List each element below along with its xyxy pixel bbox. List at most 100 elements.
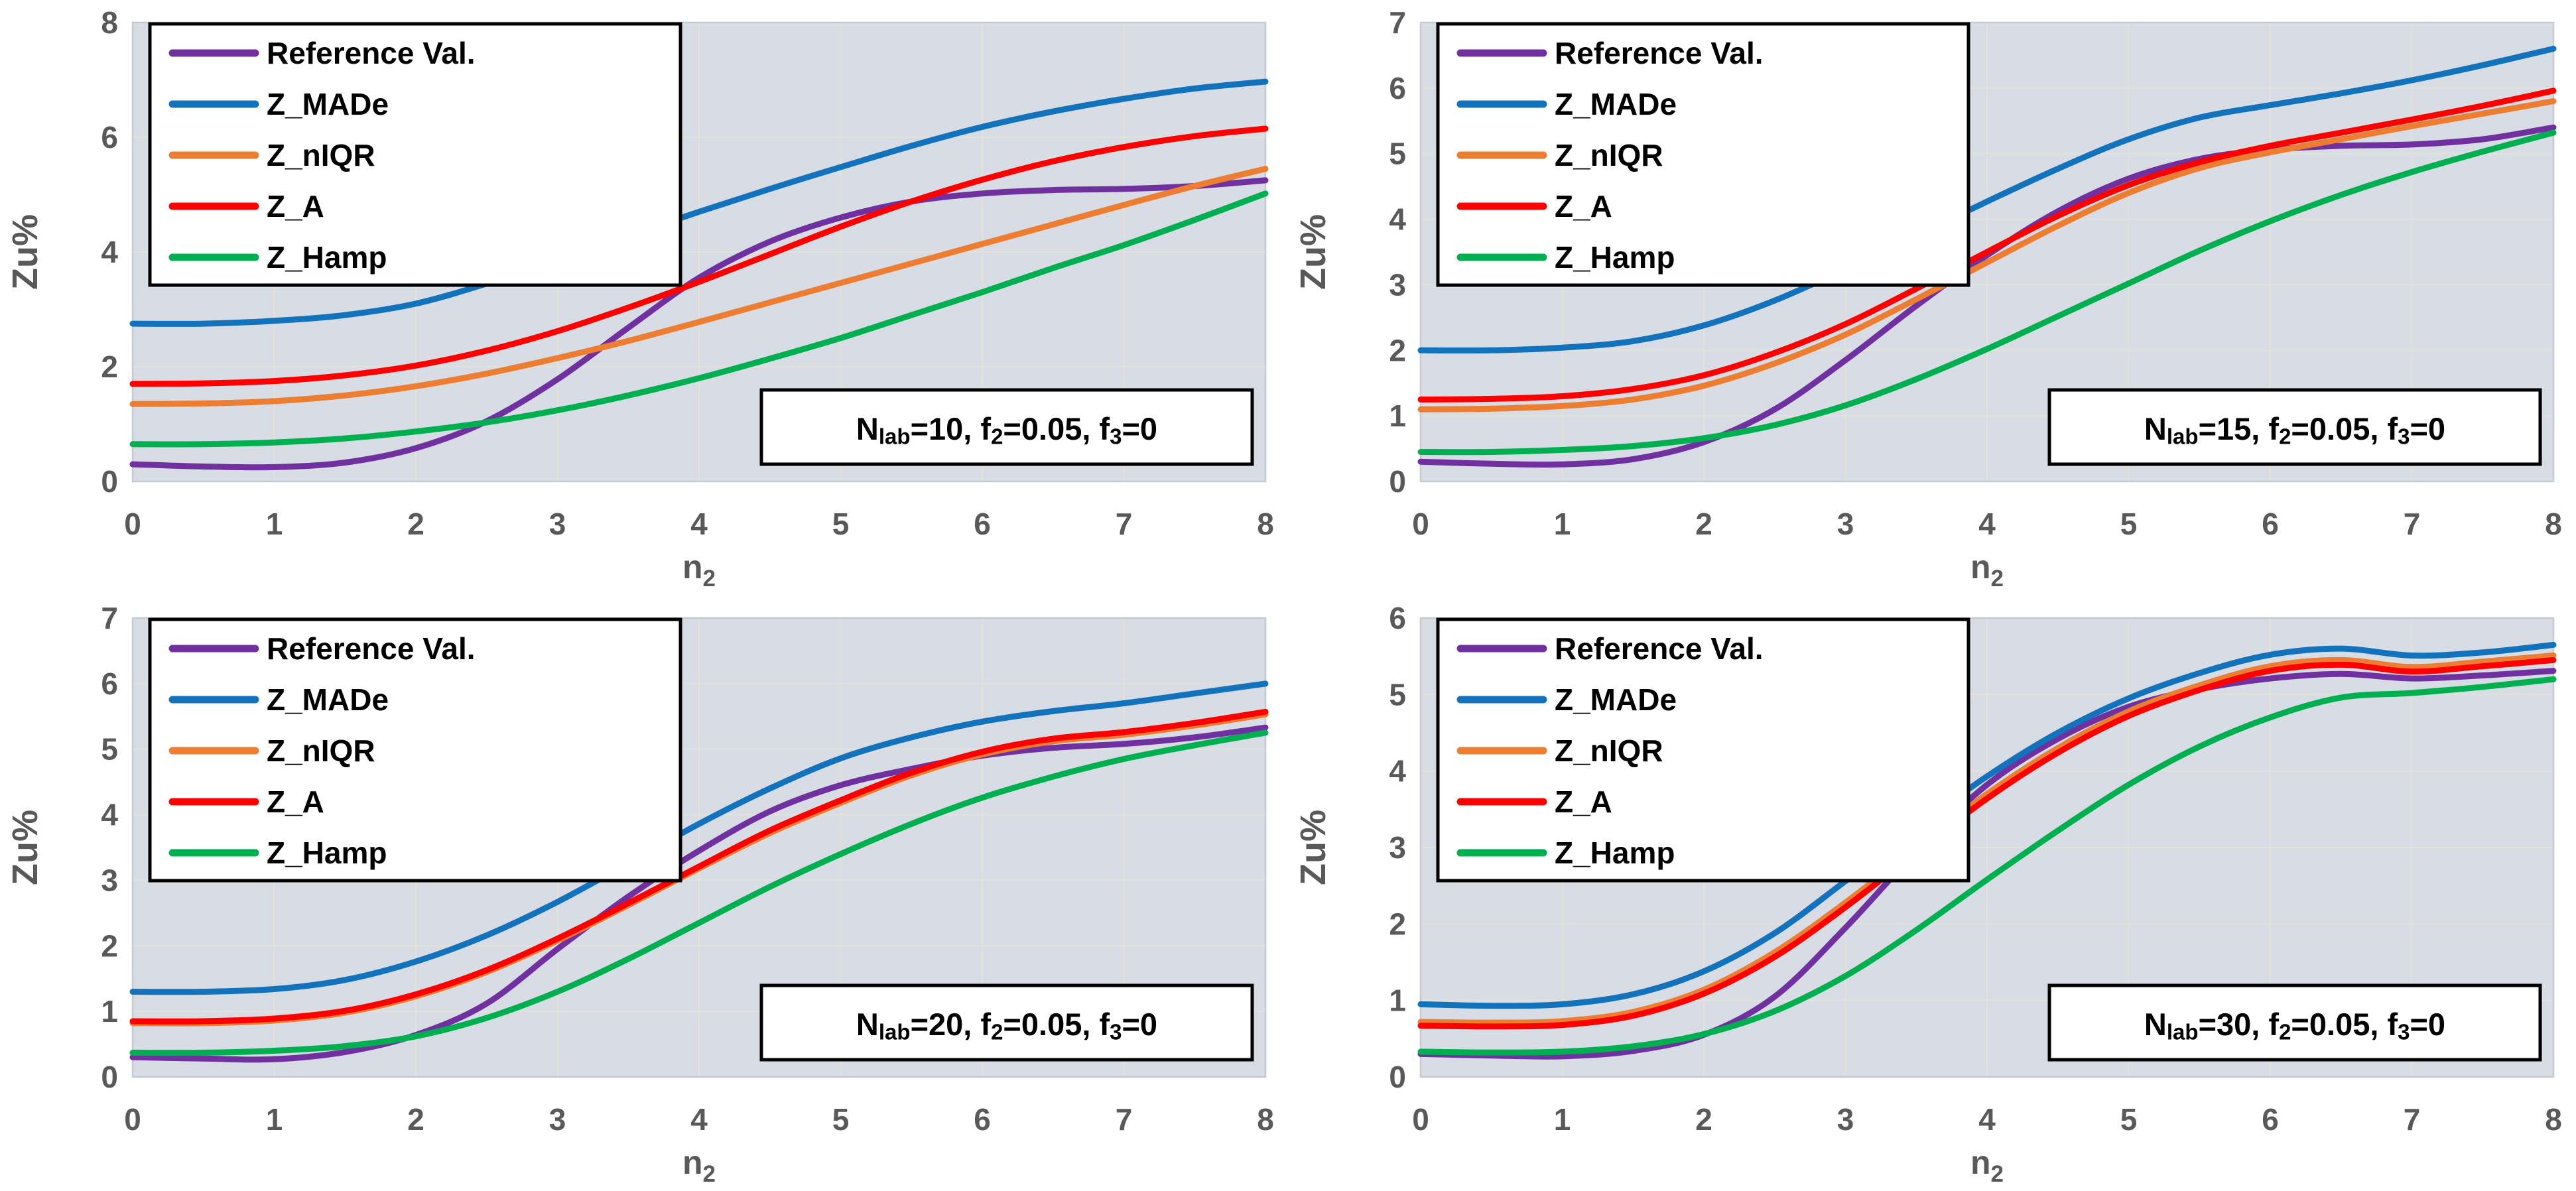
y-tick-label: 4 — [101, 235, 118, 269]
curve-z-made — [1417, 641, 2557, 1009]
plot-border — [1419, 21, 2555, 483]
legend: Reference Val. Z_MADe Z_nIQR Z_A Z_Hamp — [1436, 22, 1970, 287]
x-tick-label: 6 — [974, 1102, 991, 1137]
legend-label: Z_nIQR — [1555, 138, 1663, 172]
x-tick-label: 7 — [2404, 507, 2421, 541]
curve-z-niqr — [1417, 98, 2557, 412]
plot-border — [1419, 617, 2555, 1078]
x-tick-label: 5 — [2120, 1102, 2138, 1137]
y-tick-label: 2 — [101, 349, 118, 384]
y-tick-label: 0 — [1389, 464, 1406, 499]
line-chart-nlab-10: 0 2 4 6 8 0 1 2 3 4 5 6 7 8 n2 Zu% Reference Val. Z_MADe Z… — [5, 5, 1274, 592]
curve-z-hamp — [129, 190, 1269, 448]
x-axis-tick-labels: 0 1 2 3 4 5 6 7 8 — [1412, 1102, 2562, 1137]
curve-z-niqr — [1417, 653, 2557, 1026]
x-tick-label: 5 — [832, 507, 850, 541]
x-tick-label: 8 — [1257, 1102, 1274, 1137]
curve-z-niqr — [129, 166, 1269, 407]
y-tick-label: 1 — [1389, 399, 1406, 433]
y-tick-label: 2 — [1389, 333, 1406, 367]
legend-label: Z_A — [1555, 784, 1612, 819]
annotation-box — [759, 983, 1254, 1062]
y-axis-title: Zu% — [1293, 810, 1333, 885]
annotation-text: Nlab=30, f2=0.05, f3=0 — [2144, 1007, 2445, 1044]
x-axis-tick-labels: 0 1 2 3 4 5 6 7 8 — [124, 1102, 1274, 1137]
x-tick-label: 0 — [1412, 507, 1429, 541]
y-tick-label: 2 — [1389, 907, 1406, 941]
x-axis-tick-labels: 0 1 2 3 4 5 6 7 8 — [1412, 507, 2562, 541]
x-tick-label: 3 — [549, 507, 566, 541]
y-axis-tick-labels: 0 1 2 3 4 5 6 7 — [101, 601, 118, 1094]
x-tick-label: 4 — [690, 507, 708, 541]
x-axis-title: n2 — [1970, 548, 2004, 592]
plot-border — [131, 21, 1267, 483]
line-chart-nlab-20: 0 1 2 3 4 5 6 7 0 1 2 3 4 5 6 7 8 n2 Zu% Reference Val. Z_MA… — [5, 601, 1274, 1187]
annotation: Nlab=30, f2=0.05, f3=0 — [2047, 983, 2542, 1062]
legend: Reference Val. Z_MADe Z_nIQR Z_A Z_Hamp — [148, 617, 682, 883]
legend: Reference Val. Z_MADe Z_nIQR Z_A Z_Hamp — [1436, 617, 1970, 883]
y-tick-label: 6 — [101, 120, 118, 155]
y-tick-label: 4 — [1389, 754, 1406, 788]
x-tick-label: 8 — [2545, 1102, 2562, 1137]
y-tick-label: 1 — [101, 994, 118, 1029]
x-tick-label: 3 — [549, 1102, 566, 1137]
y-tick-label: 7 — [1389, 5, 1406, 40]
curve-z-a — [1417, 88, 2557, 403]
x-tick-label: 1 — [1554, 507, 1571, 541]
x-tick-label: 3 — [1837, 507, 1854, 541]
legend-label: Z_MADe — [267, 87, 389, 121]
curve-z-a — [1417, 657, 2557, 1030]
curve-z-made — [1417, 46, 2557, 354]
legend-label: Z_Hamp — [1555, 240, 1675, 275]
x-tick-label: 3 — [1837, 1102, 1854, 1137]
curves — [129, 78, 1269, 471]
annotation-text: Nlab=20, f2=0.05, f3=0 — [856, 1007, 1157, 1044]
legend-label: Z_nIQR — [267, 733, 375, 768]
x-tick-label: 0 — [124, 507, 141, 541]
x-tick-label: 8 — [1257, 507, 1274, 541]
y-tick-label: 3 — [101, 863, 118, 897]
y-tick-label: 2 — [101, 928, 118, 963]
curves — [1417, 46, 2557, 468]
x-tick-label: 8 — [2545, 507, 2562, 541]
x-tick-label: 7 — [1116, 1102, 1133, 1137]
x-tick-label: 0 — [1412, 1102, 1429, 1137]
x-tick-label: 4 — [1978, 507, 1996, 541]
legend-label: Reference Val. — [1555, 36, 1764, 70]
x-tick-label: 6 — [974, 507, 991, 541]
x-tick-label: 1 — [1554, 1102, 1571, 1137]
y-axis-title: Zu% — [5, 214, 45, 290]
legend: Reference Val. Z_MADe Z_nIQR Z_A Z_Hamp — [148, 22, 682, 287]
legend-label: Reference Val. — [1555, 631, 1764, 666]
curve-z-a — [129, 708, 1269, 1025]
curve-z-hamp — [1417, 129, 2557, 456]
x-tick-label: 7 — [1116, 507, 1133, 541]
curve-z-hamp — [1417, 676, 2557, 1056]
y-tick-label: 6 — [101, 666, 118, 701]
x-axis-title: n2 — [682, 1144, 716, 1187]
annotation-text: Nlab=10, f2=0.05, f3=0 — [856, 411, 1157, 448]
line-chart-nlab-30: 0 1 2 3 4 5 6 0 1 2 3 4 5 6 7 8 n2 Zu% Reference Val. Z_MAD… — [1293, 601, 2562, 1187]
curve-reference-val- — [129, 177, 1269, 471]
legend-label: Z_nIQR — [267, 138, 375, 172]
legend-label: Z_Hamp — [1555, 836, 1675, 870]
y-axis-tick-labels: 0 1 2 3 4 5 6 7 — [1389, 5, 1406, 499]
x-tick-label: 2 — [407, 507, 424, 541]
x-tick-label: 1 — [266, 507, 283, 541]
x-axis-tick-labels: 0 1 2 3 4 5 6 7 8 — [124, 507, 1274, 541]
y-axis-tick-labels: 0 1 2 3 4 5 6 — [1389, 601, 1406, 1094]
curve-reference-val- — [129, 724, 1269, 1063]
y-tick-label: 0 — [101, 1060, 118, 1094]
curve-reference-val- — [1417, 668, 2557, 1060]
y-tick-label: 4 — [101, 798, 118, 832]
annotation: Nlab=10, f2=0.05, f3=0 — [759, 388, 1254, 466]
y-tick-label: 6 — [1389, 601, 1406, 635]
y-tick-label: 3 — [1389, 267, 1406, 302]
x-tick-label: 4 — [1978, 1102, 1996, 1137]
legend-label: Z_A — [1555, 189, 1612, 223]
y-tick-label: 7 — [101, 601, 118, 635]
plot-border — [131, 617, 1267, 1078]
x-tick-label: 7 — [2404, 1102, 2421, 1137]
y-tick-label: 1 — [1389, 983, 1406, 1018]
x-tick-label: 0 — [124, 1102, 141, 1137]
